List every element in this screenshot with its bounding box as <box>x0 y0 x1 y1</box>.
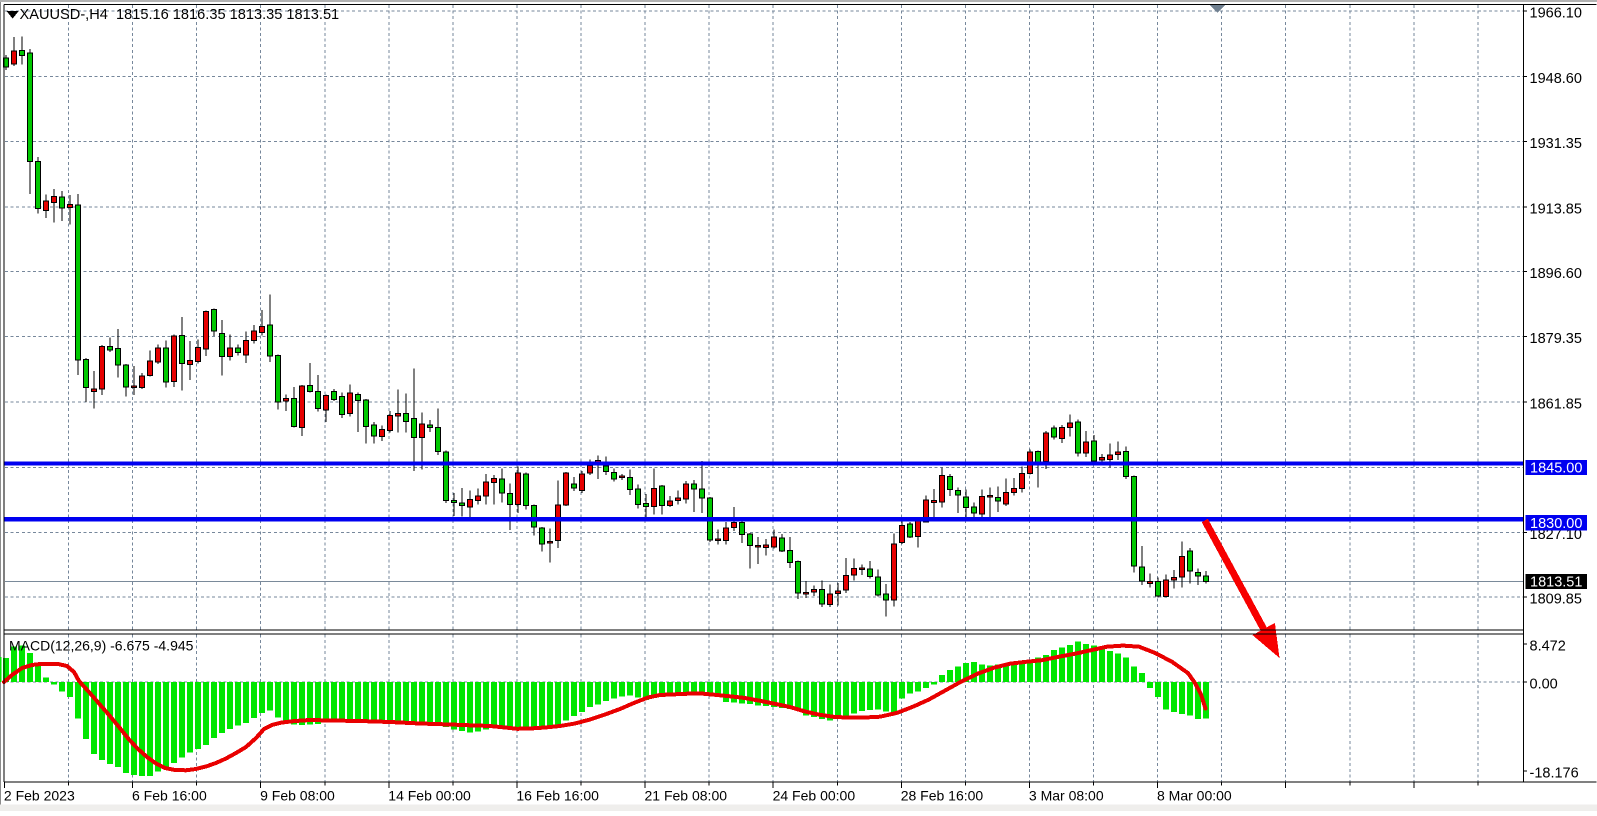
svg-text:3 Mar 08:00: 3 Mar 08:00 <box>1029 788 1104 804</box>
svg-text:1966.10: 1966.10 <box>1530 6 1582 22</box>
svg-text:24 Feb 00:00: 24 Feb 00:00 <box>773 788 856 804</box>
svg-text:28 Feb 16:00: 28 Feb 16:00 <box>901 788 984 804</box>
svg-text:1809.85: 1809.85 <box>1530 592 1582 608</box>
svg-text:0.00: 0.00 <box>1530 677 1558 693</box>
svg-text:1830.00: 1830.00 <box>1530 516 1582 532</box>
svg-text:9 Feb 08:00: 9 Feb 08:00 <box>260 788 335 804</box>
svg-text:21 Feb 08:00: 21 Feb 08:00 <box>645 788 728 804</box>
svg-text:-18.176: -18.176 <box>1530 766 1579 782</box>
svg-text:1845.00: 1845.00 <box>1530 460 1582 476</box>
svg-text:1948.60: 1948.60 <box>1530 71 1582 87</box>
svg-text:14 Feb 00:00: 14 Feb 00:00 <box>388 788 471 804</box>
svg-text:1913.85: 1913.85 <box>1530 202 1582 218</box>
svg-text:1827.10: 1827.10 <box>1530 527 1582 543</box>
svg-text:1813.51: 1813.51 <box>1530 575 1582 591</box>
svg-text:MACD(12,26,9) -6.675 -4.945: MACD(12,26,9) -6.675 -4.945 <box>9 638 194 654</box>
svg-text:1896.60: 1896.60 <box>1530 266 1582 282</box>
svg-text:1931.35: 1931.35 <box>1530 136 1582 152</box>
svg-text:16 Feb 16:00: 16 Feb 16:00 <box>516 788 599 804</box>
svg-text:1879.35: 1879.35 <box>1530 331 1582 347</box>
svg-text:XAUUSD-,H4 1815.16 1816.35 18: XAUUSD-,H4 1815.16 1816.35 1813.35 1813.… <box>20 7 340 23</box>
svg-text:1861.85: 1861.85 <box>1530 397 1582 413</box>
svg-text:6 Feb 16:00: 6 Feb 16:00 <box>132 788 207 804</box>
svg-text:2 Feb 2023: 2 Feb 2023 <box>4 788 75 804</box>
svg-text:8.472: 8.472 <box>1530 639 1566 655</box>
svg-text:8 Mar 00:00: 8 Mar 00:00 <box>1157 788 1232 804</box>
